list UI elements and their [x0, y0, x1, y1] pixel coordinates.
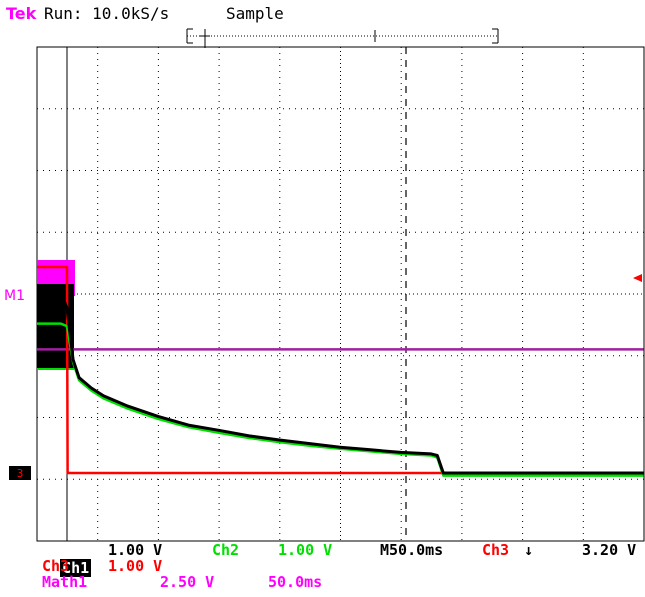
ch2-label[interactable]: Ch2 [212, 541, 240, 559]
ch1-readout[interactable]: Ch1 [42, 541, 92, 577]
run-status: Run: 10.0kS/s [44, 4, 170, 23]
ch1-scale: 1.00 V [108, 541, 163, 559]
brand-label: Tek [6, 4, 37, 23]
timebase-readout[interactable]: M50.0ms [380, 541, 444, 559]
m1-marker: M1 [4, 288, 25, 304]
math1-label[interactable]: Math1 [42, 573, 88, 591]
ground-reference-label: 3 [17, 467, 24, 480]
ch1-label: Ch1 [60, 559, 92, 577]
trace-ch3 [37, 265, 644, 475]
math-offset-arrow-icon [633, 274, 642, 282]
graticule-border [36, 46, 645, 542]
math1-time: 50.0ms [268, 573, 323, 591]
ch3-label[interactable]: Ch3 [42, 557, 70, 575]
trigger-source[interactable]: Ch3 [482, 541, 510, 559]
ground-reference-marker [9, 466, 31, 480]
graticule-grid [37, 47, 644, 541]
acquisition-mode: Sample [226, 4, 284, 23]
ch2-scale: 1.00 V [278, 541, 333, 559]
trigger-slope-icon: ↓ [524, 541, 534, 559]
trace-ch1 [37, 286, 644, 475]
scope-header: Tek Run: 10.0kS/s Sample [0, 0, 645, 26]
ch3-scale: 1.00 V [108, 557, 163, 575]
trigger-level: 3.20 V [582, 541, 637, 559]
record-position-bar [186, 28, 499, 48]
math1-scale: 2.50 V [160, 573, 215, 591]
waveform-traces [37, 265, 644, 477]
